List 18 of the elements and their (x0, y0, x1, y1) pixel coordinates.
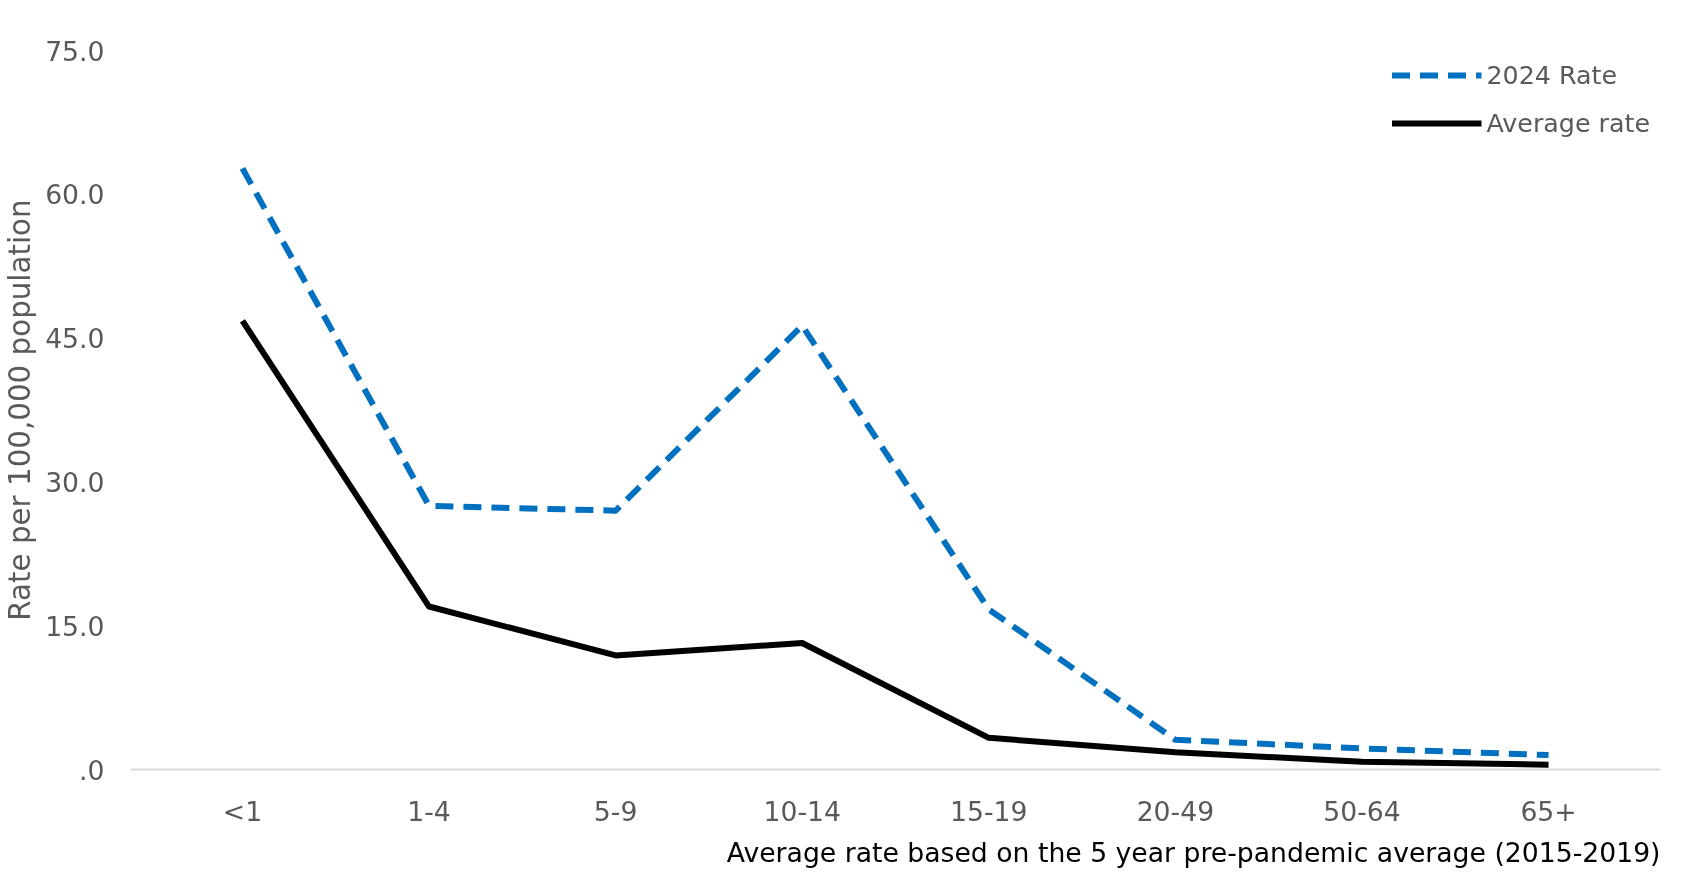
legend-label: 2024 Rate (1486, 60, 1618, 90)
y-tick-label: 30.0 (45, 466, 105, 498)
x-tick-label: 10-14 (763, 795, 841, 827)
x-tick-label: 15-19 (950, 795, 1028, 827)
x-tick-label: 65+ (1520, 795, 1577, 827)
y-tick-label: 45.0 (45, 323, 105, 355)
x-tick-label: 20-49 (1136, 795, 1215, 827)
y-tick-label: 75.0 (45, 35, 105, 67)
x-tick-label: 1-4 (407, 795, 451, 827)
y-tick-label: 15.0 (45, 610, 105, 642)
x-tick-label: 50-64 (1323, 795, 1401, 827)
x-tick-label: 5-9 (593, 795, 638, 827)
y-tick-label: .0 (79, 754, 105, 786)
text: Average rate based on the 5 year pre-pandemic average (2015-2019) (726, 836, 1661, 868)
legend-label: Average rate (1486, 108, 1650, 138)
x-tick-label: <1 (222, 795, 263, 827)
y-axis-title: Rate per 100,000 population (3, 199, 38, 621)
y-tick-label: 60.0 (45, 179, 105, 211)
